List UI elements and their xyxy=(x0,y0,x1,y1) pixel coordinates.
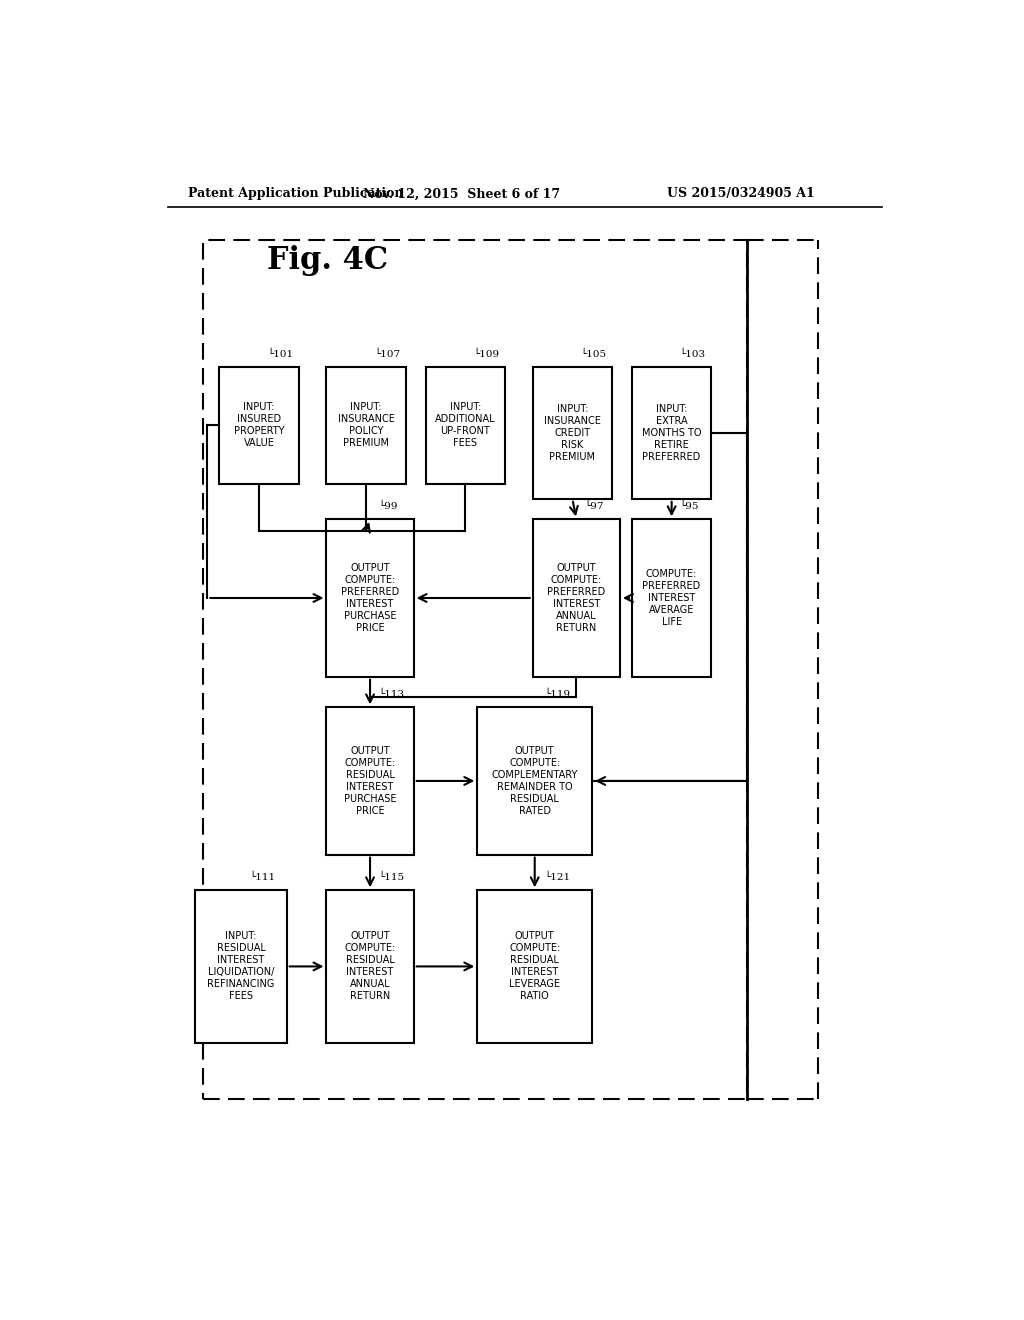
Bar xyxy=(477,708,592,854)
Text: Patent Application Publication: Patent Application Publication xyxy=(187,187,403,201)
Bar xyxy=(327,708,414,854)
Text: └103: └103 xyxy=(680,350,706,359)
Bar xyxy=(632,367,712,499)
Text: US 2015/0324905 A1: US 2015/0324905 A1 xyxy=(667,187,814,201)
Text: └115: └115 xyxy=(379,873,404,882)
Text: INPUT:
EXTRA
MONTHS TO
RETIRE
PREFERRED: INPUT: EXTRA MONTHS TO RETIRE PREFERRED xyxy=(642,404,701,462)
Bar xyxy=(532,519,621,677)
Text: └119: └119 xyxy=(545,690,570,700)
Text: INPUT:
INSURANCE
CREDIT
RISK
PREMIUM: INPUT: INSURANCE CREDIT RISK PREMIUM xyxy=(544,404,601,462)
Text: └95: └95 xyxy=(680,502,699,511)
Bar xyxy=(327,519,414,677)
Text: OUTPUT
COMPUTE:
RESIDUAL
INTEREST
ANNUAL
RETURN: OUTPUT COMPUTE: RESIDUAL INTEREST ANNUAL… xyxy=(344,932,395,1002)
Bar xyxy=(426,367,505,483)
Text: OUTPUT
COMPUTE:
RESIDUAL
INTEREST
PURCHASE
PRICE: OUTPUT COMPUTE: RESIDUAL INTEREST PURCHA… xyxy=(344,746,396,816)
Bar xyxy=(477,890,592,1043)
Text: └101: └101 xyxy=(267,350,293,359)
Text: └97: └97 xyxy=(585,502,604,511)
Text: INPUT:
INSURED
PROPERTY
VALUE: INPUT: INSURED PROPERTY VALUE xyxy=(233,403,285,449)
Text: └113: └113 xyxy=(379,690,404,700)
Text: OUTPUT
COMPUTE:
PREFERRED
INTEREST
PURCHASE
PRICE: OUTPUT COMPUTE: PREFERRED INTEREST PURCH… xyxy=(341,564,399,634)
Text: └107: └107 xyxy=(374,350,400,359)
Bar xyxy=(632,519,712,677)
Bar xyxy=(196,890,287,1043)
Text: OUTPUT
COMPUTE:
PREFERRED
INTEREST
ANNUAL
RETURN: OUTPUT COMPUTE: PREFERRED INTEREST ANNUA… xyxy=(547,564,605,634)
Text: └109: └109 xyxy=(473,350,500,359)
Bar xyxy=(532,367,612,499)
Text: └105: └105 xyxy=(581,350,606,359)
Bar xyxy=(219,367,299,483)
Text: └99: └99 xyxy=(379,502,398,511)
Text: └121: └121 xyxy=(545,873,570,882)
Bar xyxy=(327,890,414,1043)
Text: INPUT:
INSURANCE
POLICY
PREMIUM: INPUT: INSURANCE POLICY PREMIUM xyxy=(338,403,394,449)
Text: OUTPUT
COMPUTE:
RESIDUAL
INTEREST
LEVERAGE
RATIO: OUTPUT COMPUTE: RESIDUAL INTEREST LEVERA… xyxy=(509,932,560,1002)
Bar xyxy=(204,240,748,1098)
Text: └111: └111 xyxy=(250,873,275,882)
Text: Nov. 12, 2015  Sheet 6 of 17: Nov. 12, 2015 Sheet 6 of 17 xyxy=(362,187,560,201)
Text: INPUT:
RESIDUAL
INTEREST
LIQUIDATION/
REFINANCING
FEES: INPUT: RESIDUAL INTEREST LIQUIDATION/ RE… xyxy=(208,932,274,1002)
Text: Fig. 4C: Fig. 4C xyxy=(267,244,388,276)
Text: COMPUTE:
PREFERRED
INTEREST
AVERAGE
LIFE: COMPUTE: PREFERRED INTEREST AVERAGE LIFE xyxy=(642,569,700,627)
Bar xyxy=(327,367,406,483)
Text: OUTPUT
COMPUTE:
COMPLEMENTARY
REMAINDER TO
RESIDUAL
RATED: OUTPUT COMPUTE: COMPLEMENTARY REMAINDER … xyxy=(492,746,578,816)
Text: INPUT:
ADDITIONAL
UP-FRONT
FEES: INPUT: ADDITIONAL UP-FRONT FEES xyxy=(435,403,496,449)
